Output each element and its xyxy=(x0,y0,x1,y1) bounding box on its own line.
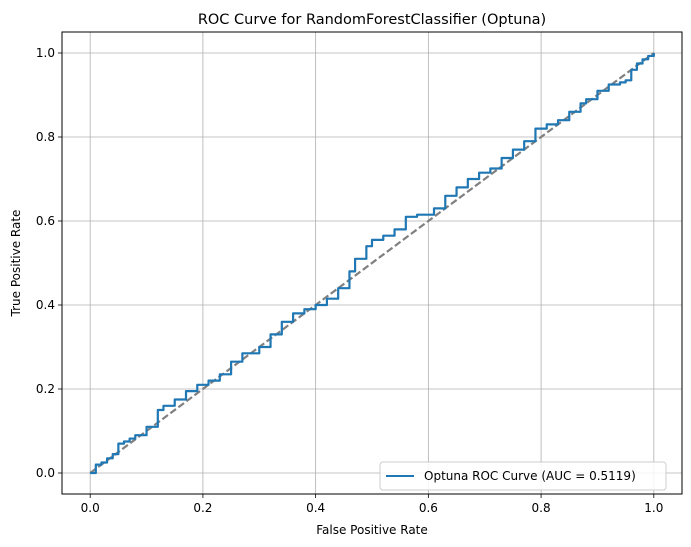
y-tick-label: 1.0 xyxy=(36,46,55,60)
legend-box xyxy=(379,461,667,491)
y-tick-label: 0.4 xyxy=(36,298,55,312)
chart-title: ROC Curve for RandomForestClassifier (Op… xyxy=(198,12,546,28)
x-tick-label: 0.6 xyxy=(419,501,438,515)
roc-curve-line xyxy=(90,53,655,475)
x-tick-label: 0.2 xyxy=(193,501,212,515)
y-tick-label: 0.6 xyxy=(36,214,55,228)
plot-frame xyxy=(61,31,683,495)
x-axis-label: False Positive Rate xyxy=(316,523,428,537)
plot-lines xyxy=(89,52,655,475)
x-tick-label: 1.0 xyxy=(644,501,663,515)
x-tick-label: 0.4 xyxy=(306,501,325,515)
legend: Optuna ROC Curve (AUC = 0.5119) xyxy=(379,461,667,491)
y-tick-label: 0.8 xyxy=(36,130,55,144)
axis-ticks: 0.0 0.2 0.4 0.6 0.8 1.0 0.0 0.2 0.4 0.6 0.8 1.0 xyxy=(36,46,663,515)
grid xyxy=(62,32,682,494)
y-tick-label: 0.0 xyxy=(36,466,55,480)
y-tick-label: 0.2 xyxy=(36,382,55,396)
x-tick-label: 0.0 xyxy=(81,501,100,515)
legend-label: Optuna ROC Curve (AUC = 0.5119) xyxy=(424,469,636,483)
diagonal-reference-line xyxy=(89,52,655,474)
x-tick-label: 0.8 xyxy=(532,501,551,515)
y-axis-label: True Positive Rate xyxy=(9,210,23,318)
